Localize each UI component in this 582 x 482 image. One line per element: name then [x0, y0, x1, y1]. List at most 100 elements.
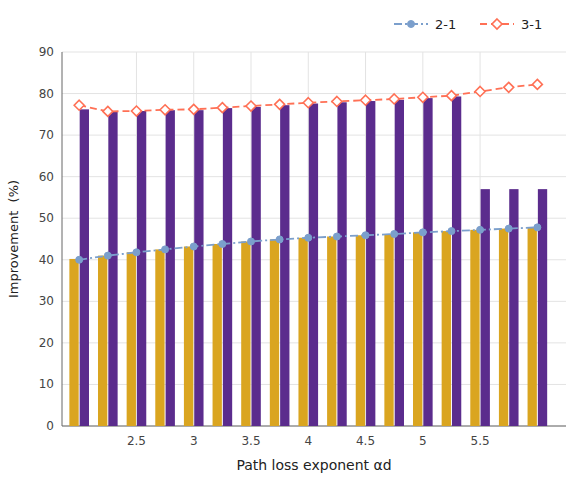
marker [305, 234, 312, 241]
marker [419, 229, 426, 236]
bar [280, 105, 289, 426]
bar [155, 249, 164, 426]
marker [418, 92, 428, 102]
marker [303, 98, 313, 108]
bar [69, 259, 78, 426]
y-axis-label: Improvement (%) [6, 180, 21, 298]
marker [448, 228, 455, 235]
bar [194, 110, 203, 426]
bar [528, 227, 537, 426]
bar [366, 101, 375, 426]
tick-label: 70 [39, 128, 54, 142]
marker [275, 99, 285, 109]
bar [384, 234, 393, 426]
tick-label: 60 [39, 170, 54, 184]
bar [298, 238, 307, 426]
marker [534, 224, 541, 231]
bar [423, 98, 432, 426]
marker [133, 249, 140, 256]
legend-marker [408, 21, 415, 28]
tick-label: 3.5 [241, 434, 260, 448]
marker [362, 232, 369, 239]
legend: 2-1 3-1 [394, 17, 542, 32]
bar [270, 239, 279, 426]
marker [217, 103, 227, 113]
tick-label: 4.5 [356, 434, 375, 448]
plot-area [69, 79, 547, 426]
grid-line [422, 52, 423, 426]
marker [333, 233, 340, 240]
bar [213, 244, 222, 426]
grid-line [480, 52, 481, 426]
marker [104, 252, 111, 259]
tick-label: 30 [39, 294, 54, 308]
bar [481, 189, 490, 426]
bar [337, 102, 346, 426]
bar [98, 256, 107, 426]
tick-label: 80 [39, 87, 54, 101]
tick-label: 3 [190, 434, 198, 448]
tick-label: 5 [419, 434, 427, 448]
grid [62, 52, 566, 426]
grid-line [62, 52, 566, 53]
tick-label: 10 [39, 377, 54, 391]
bar [166, 110, 175, 426]
bar [137, 111, 146, 426]
marker [162, 246, 169, 253]
bar [80, 109, 89, 426]
bar [252, 107, 261, 426]
marker [477, 226, 484, 233]
legend-label: 3-1 [521, 17, 542, 32]
marker [532, 79, 542, 89]
legend-label: 2-1 [435, 17, 456, 32]
tick-label: 20 [39, 336, 54, 350]
tick-label: 50 [39, 211, 54, 225]
tick-label: 5.5 [471, 434, 490, 448]
bar-series [80, 96, 547, 426]
bar [356, 235, 365, 426]
marker [446, 91, 456, 101]
marker [190, 243, 197, 250]
line-series [76, 224, 541, 263]
bar [108, 111, 117, 426]
bar [241, 241, 250, 426]
bar [499, 229, 508, 426]
bar [509, 189, 518, 426]
x-axis-label: Path loss exponent αd [236, 457, 391, 473]
line-series [74, 79, 542, 116]
tick-label: 40 [39, 253, 54, 267]
marker [332, 96, 342, 106]
bar [452, 96, 461, 426]
bar [184, 246, 193, 426]
marker [276, 236, 283, 243]
line [79, 84, 537, 111]
marker [219, 240, 226, 247]
marker [389, 94, 399, 104]
marker [475, 86, 485, 96]
bar [442, 231, 451, 426]
legend-marker [492, 19, 502, 29]
marker [76, 256, 83, 263]
bar [127, 252, 136, 426]
marker [160, 105, 170, 115]
grid-line [62, 93, 566, 94]
marker [131, 106, 141, 116]
bar [395, 100, 404, 426]
line [79, 227, 537, 259]
marker [505, 225, 512, 232]
marker [504, 82, 514, 92]
y-axis [62, 52, 63, 426]
chart: 01020304050607080902.533.544.555.5Path l… [0, 0, 582, 482]
tick-label: 2.5 [127, 434, 146, 448]
bar [223, 108, 232, 426]
marker [74, 100, 84, 110]
bar [413, 232, 422, 426]
bar [470, 230, 479, 426]
marker [189, 104, 199, 114]
marker [246, 101, 256, 111]
marker [391, 231, 398, 238]
marker [248, 238, 255, 245]
marker [361, 95, 371, 105]
bar [309, 104, 318, 426]
marker [103, 106, 113, 116]
